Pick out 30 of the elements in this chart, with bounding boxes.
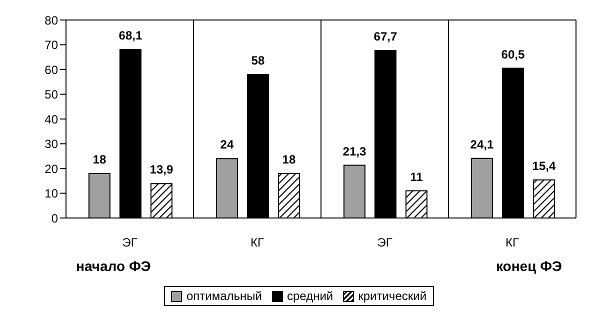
data-label: 21,3 (342, 144, 366, 158)
legend-label: средний (286, 289, 334, 303)
data-label: 18 (282, 152, 296, 166)
y-tick-label: 10 (44, 186, 58, 201)
y-tick-label: 30 (44, 137, 58, 152)
y-tick-label: 60 (44, 62, 58, 77)
y-tick-label: 80 (44, 13, 58, 28)
data-label: 24,1 (470, 137, 494, 152)
x-tick-label: КГ (250, 236, 264, 250)
data-label: 11 (410, 170, 424, 184)
y-tick-label: 70 (44, 38, 58, 52)
data-label: 60,5 (501, 47, 525, 62)
data-label: 68,1 (118, 28, 142, 42)
text: начало ФЭ (76, 258, 151, 274)
y-tick-label: 0 (51, 211, 58, 226)
data-label: 13,9 (150, 162, 174, 177)
legend-label: критический (357, 289, 427, 303)
data-label: 24 (220, 138, 234, 152)
y-tick-label: 50 (44, 88, 58, 102)
x-tick-label: ЭГ (377, 236, 393, 250)
x-tick-label: КГ (506, 236, 520, 250)
data-label: 58 (251, 53, 265, 68)
y-tick-label: 20 (44, 162, 58, 176)
legend-label: оптимальный (185, 289, 262, 303)
y-tick-label: 40 (44, 112, 58, 126)
x-tick-label: ЭГ (122, 236, 138, 250)
data-label: 67,7 (374, 29, 398, 44)
data-label: 15,4 (532, 158, 556, 173)
data-label: 18 (92, 152, 106, 166)
text: конец ФЭ (496, 258, 562, 274)
